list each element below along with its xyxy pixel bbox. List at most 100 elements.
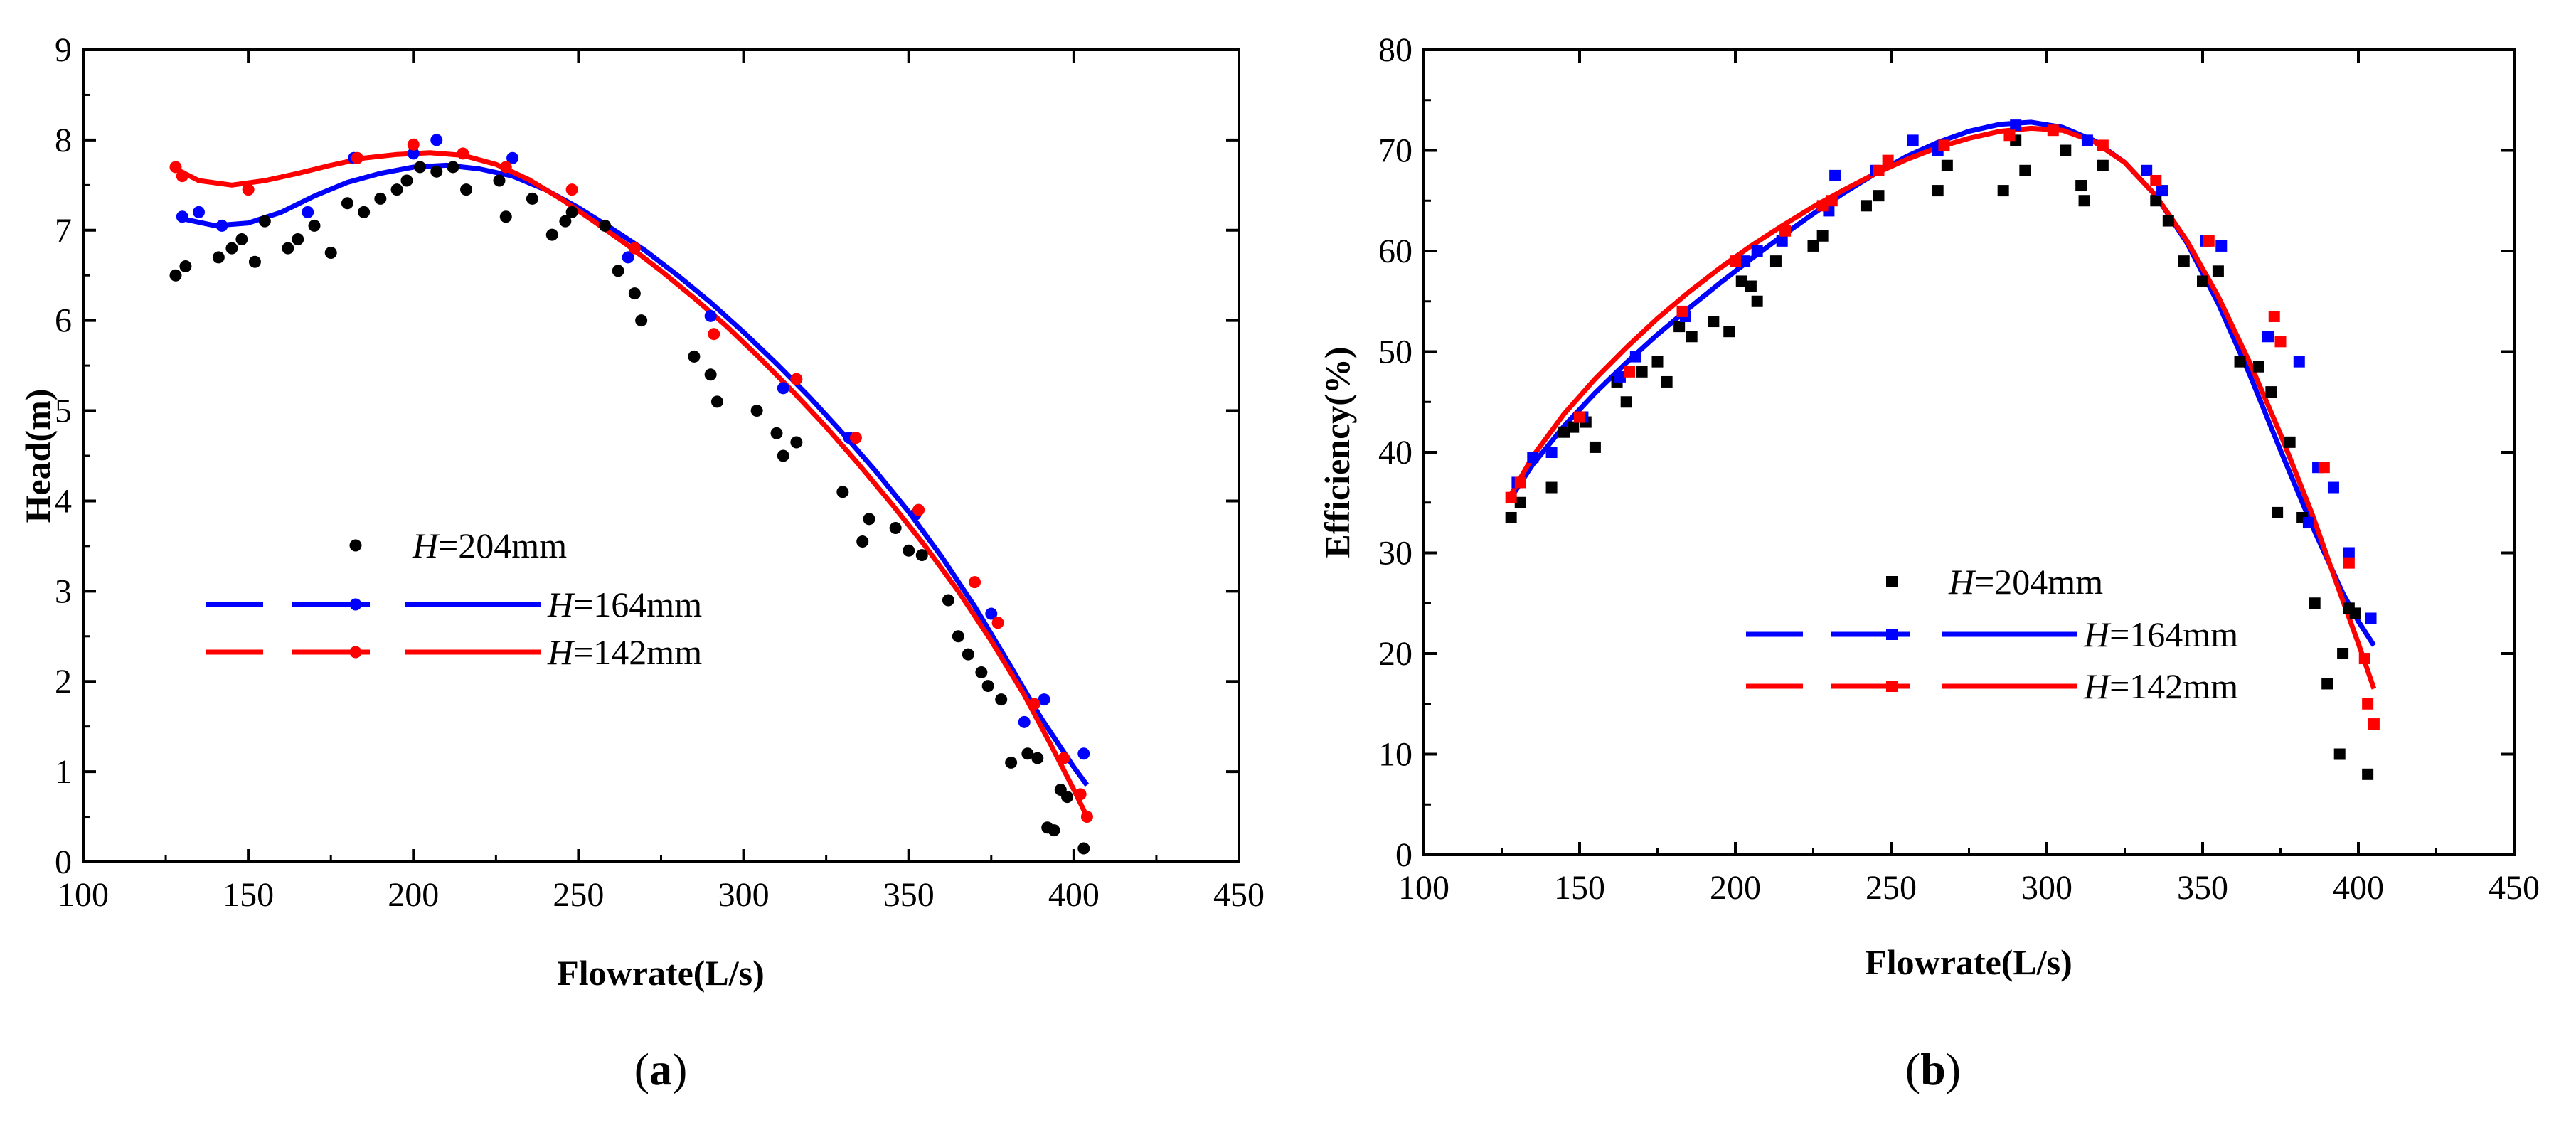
data-point-204mm: [612, 265, 624, 277]
data-point-142mm: [2097, 139, 2109, 151]
panel-label: (a): [634, 1044, 688, 1094]
y-tick-label: 1: [55, 753, 72, 791]
data-point-204mm: [599, 219, 612, 232]
data-point-204mm: [1505, 511, 1517, 523]
legend-label: H=204mm: [412, 526, 567, 565]
legend-label: H=164mm: [2083, 614, 2238, 654]
data-point-204mm: [2150, 195, 2162, 207]
y-tick-label: 7: [55, 212, 72, 250]
data-point-142mm: [1882, 154, 1894, 166]
data-point-204mm: [169, 269, 182, 282]
data-point-142mm: [2318, 462, 2330, 474]
data-point-204mm: [1997, 185, 2009, 197]
panel-label: (b): [1905, 1044, 1961, 1094]
y-tick-label: 9: [55, 31, 72, 69]
data-point-204mm: [341, 197, 353, 210]
data-point-164mm: [1739, 255, 1751, 267]
data-point-204mm: [545, 228, 558, 241]
legend-var: H: [547, 585, 575, 624]
data-point-142mm: [2150, 174, 2162, 186]
legend-value: =142mm: [573, 632, 702, 672]
data-point-164mm: [193, 206, 205, 218]
data-point-142mm: [2203, 235, 2215, 247]
data-point-204mm: [750, 405, 763, 417]
data-point-164mm: [1614, 370, 1626, 383]
data-point-142mm: [1676, 305, 1688, 317]
data-point-204mm: [258, 215, 271, 228]
plot-frame: [1422, 48, 2516, 856]
data-point-204mm: [225, 242, 238, 255]
panel-label-close: ): [1946, 1044, 1961, 1094]
legend-value: =164mm: [2109, 614, 2238, 654]
data-point-204mm: [2309, 597, 2321, 609]
data-point-204mm: [1005, 756, 1018, 769]
data-point-204mm: [2234, 356, 2246, 368]
data-point-142mm: [407, 138, 420, 151]
legend-marker: [1886, 629, 1898, 640]
y-tick-label: 40: [1378, 434, 1412, 471]
plot-frame: [82, 48, 1240, 863]
data-point-204mm: [374, 192, 387, 205]
data-point-142mm: [912, 503, 925, 516]
data-point-204mm: [2265, 386, 2277, 398]
data-point-204mm: [2078, 195, 2090, 207]
data-point-204mm: [1021, 747, 1034, 760]
data-point-204mm: [2252, 361, 2264, 373]
legend-var: H: [412, 526, 440, 565]
x-tick-label: 300: [718, 876, 770, 914]
data-point-204mm: [282, 242, 294, 255]
legend-var: H: [1948, 562, 1976, 602]
legend-entry: H=204mm: [1886, 562, 2103, 602]
data-point-204mm: [628, 287, 641, 300]
data-point-204mm: [1568, 421, 1580, 433]
fit-curve-164mm: [1508, 119, 2376, 647]
data-point-204mm: [447, 161, 459, 174]
data-point-164mm: [1077, 747, 1090, 760]
data-point-142mm: [1080, 811, 1093, 823]
x-tick-label: 250: [1866, 869, 1917, 907]
data-point-204mm: [981, 680, 994, 693]
data-point-164mm: [2262, 331, 2274, 343]
x-tick-label: 400: [1048, 876, 1100, 914]
panel-label-letter: a: [649, 1044, 672, 1094]
fit-curve-164mm: [185, 162, 1090, 787]
data-point-204mm: [1807, 240, 1819, 252]
data-point-204mm: [942, 594, 954, 607]
data-point-204mm: [248, 255, 261, 268]
data-point-142mm: [2268, 310, 2280, 322]
data-point-164mm: [1907, 134, 1919, 146]
y-tick-label: 0: [55, 843, 72, 881]
data-point-204mm: [559, 215, 572, 228]
data-point-142mm: [499, 161, 512, 174]
data-point-164mm: [622, 251, 634, 264]
data-point-142mm: [242, 183, 255, 196]
chart-panel-a: 100 150 200 250 300 350 400 450 0 1 2 3 4 5 6 7 8 9 Flowra…: [18, 31, 1265, 1094]
data-point-142mm: [1574, 411, 1585, 423]
data-point-204mm: [1589, 441, 1601, 453]
data-point-142mm: [1938, 139, 1950, 151]
data-point-164mm: [1629, 351, 1641, 363]
data-point-204mm: [1545, 481, 1558, 494]
data-point-204mm: [2272, 506, 2284, 518]
data-point-204mm: [235, 233, 248, 245]
data-point-204mm: [2075, 180, 2087, 192]
data-point-204mm: [952, 630, 964, 643]
y-axis-title: Efficiency(%): [1317, 346, 1357, 558]
legend-entry: H=164mm: [206, 585, 702, 624]
x-tick-label: 450: [2489, 869, 2540, 907]
legend-marker: [1886, 681, 1898, 692]
chart-panel-b: 100 150 200 250 300 350 400 450 0 10 20 30 40 50 60 70 8…: [1317, 31, 2540, 1094]
legend-entry: H=142mm: [206, 632, 702, 672]
data-point-164mm: [777, 382, 789, 395]
data-point-204mm: [2333, 748, 2346, 760]
data-point-164mm: [2293, 356, 2305, 368]
data-point-204mm: [400, 174, 413, 187]
data-point-204mm: [1077, 842, 1090, 855]
fit-curve-142mm: [1508, 125, 2377, 690]
data-point-204mm: [2162, 215, 2174, 227]
data-point-142mm: [1779, 225, 1792, 237]
data-point-204mm: [493, 174, 506, 187]
legend-label: H=204mm: [1948, 562, 2103, 602]
y-tick-label: 8: [55, 122, 72, 159]
